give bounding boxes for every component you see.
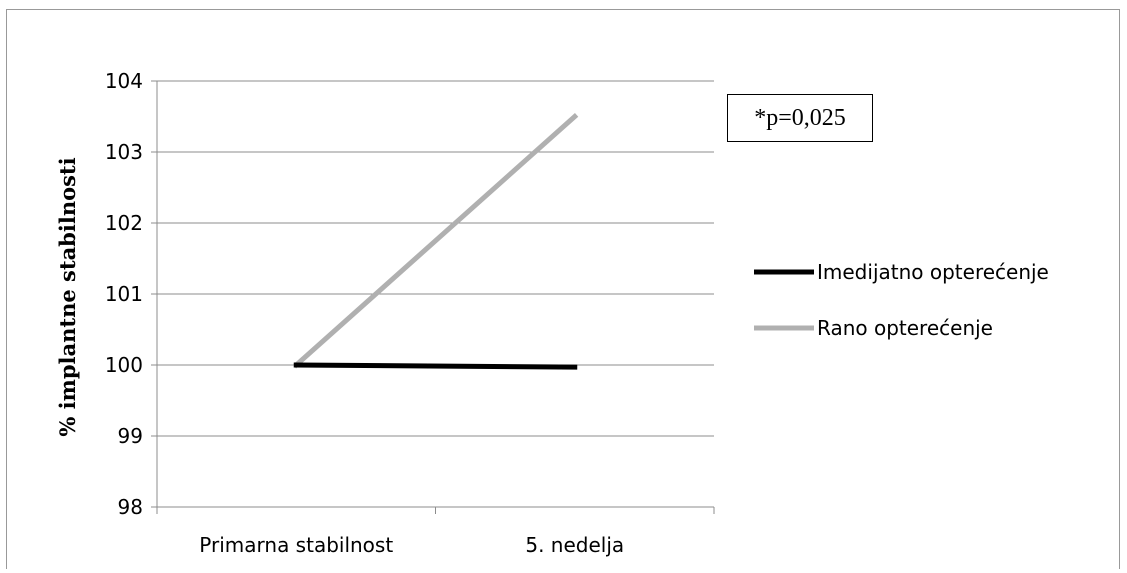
axes bbox=[151, 80, 715, 514]
y-tick-label: 104 bbox=[105, 69, 143, 93]
legend-label: Imedijatno opterećenje bbox=[817, 260, 1049, 284]
x-tick-label: 5. nedelja bbox=[525, 533, 624, 557]
y-tick-label: 103 bbox=[105, 140, 143, 164]
gridlines bbox=[157, 80, 714, 437]
series-line bbox=[292, 112, 579, 369]
y-tick-label: 99 bbox=[118, 424, 143, 448]
y-tick-label: 102 bbox=[105, 211, 143, 235]
series-line bbox=[293, 362, 578, 370]
legend-label: Rano opterećenje bbox=[817, 316, 993, 340]
significance-annotation: *p=0,025 bbox=[727, 94, 873, 142]
y-tick-label: 100 bbox=[105, 353, 143, 377]
legend: Imedijatno opterećenje Rano opterećenje bbox=[754, 260, 1049, 340]
y-axis-title: % implantne stabilnosti bbox=[55, 157, 80, 436]
y-tick-label: 101 bbox=[105, 282, 143, 306]
chart-frame bbox=[6, 9, 1120, 569]
series-lines bbox=[292, 112, 579, 370]
y-tick-label: 98 bbox=[118, 495, 143, 519]
tick-labels: 98 99 100 101 102 103 104 Primarna stabilnost 5.… bbox=[105, 69, 624, 557]
x-tick-label: Primarna stabilnost bbox=[199, 533, 393, 557]
